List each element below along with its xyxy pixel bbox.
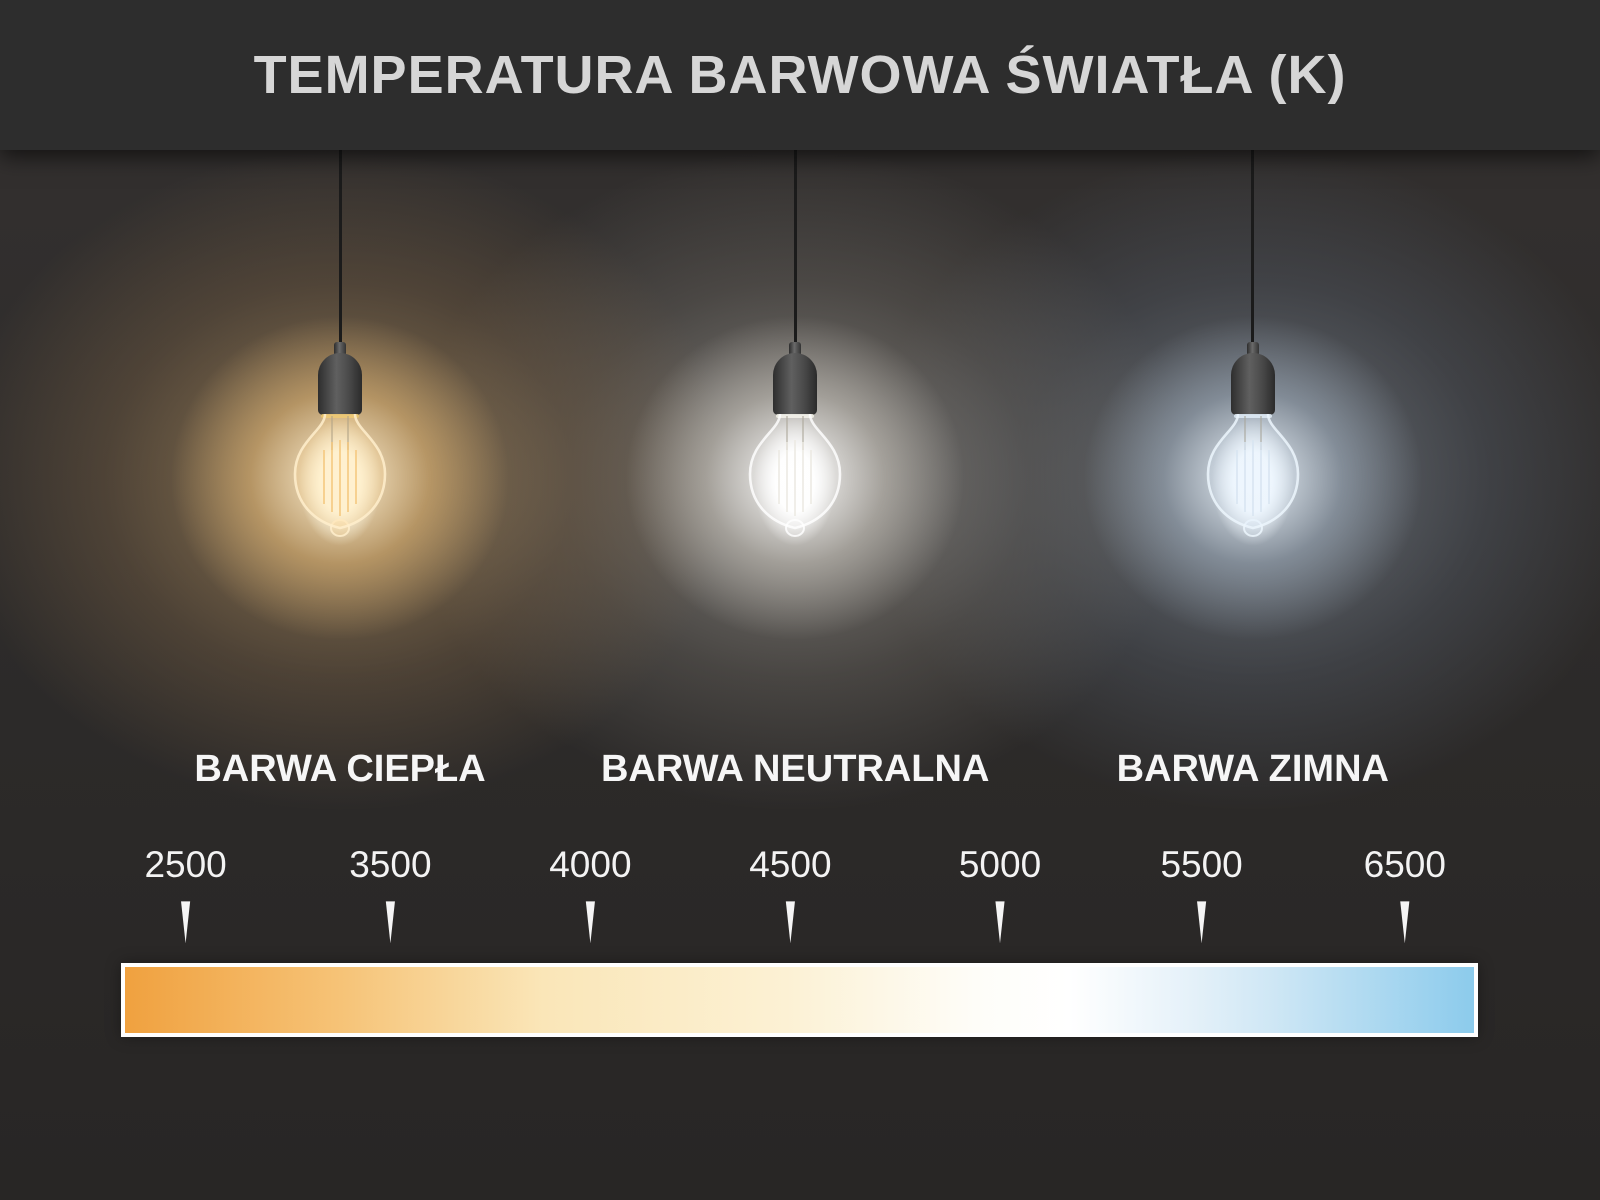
tick-arrow-icon: [585, 901, 595, 944]
tick-value: 2500: [144, 844, 227, 885]
tick-arrow-icon: [1197, 901, 1207, 944]
tick-arrow-icon: [181, 901, 191, 944]
tick-arrow-icon: [385, 901, 395, 944]
cord-connector: [1246, 342, 1259, 356]
lamp-label-neutral: BARWA NEUTRALNA: [600, 748, 990, 790]
scale-tick: 3500: [349, 843, 432, 944]
scale-tick: 4500: [749, 843, 832, 944]
page-title: TEMPERATURA BARWOWA ŚWIATŁA (K): [253, 45, 1347, 105]
lamp-label-warm: BARWA CIEPŁA: [194, 748, 486, 790]
tick-value: 5500: [1160, 844, 1243, 885]
tick-value: 4500: [749, 844, 832, 885]
lamp-socket: [1230, 353, 1275, 418]
tick-arrow-icon: [1400, 901, 1410, 944]
temperature-gradient-bar: [121, 963, 1478, 1037]
lamp-label-cool: BARWA ZIMNA: [1116, 748, 1389, 790]
cord-connector: [789, 342, 802, 356]
scale-tick: 4000: [549, 843, 632, 944]
edison-bulb-icon: [748, 413, 842, 537]
edison-bulb-icon: [293, 413, 387, 537]
cord: [1251, 150, 1255, 354]
tick-arrow-icon: [995, 901, 1005, 944]
tick-arrow-icon: [785, 901, 795, 944]
scale-tick: 5000: [958, 843, 1042, 944]
lamp-socket: [773, 353, 818, 418]
header: TEMPERATURA BARWOWA ŚWIATŁA (K): [0, 0, 1600, 150]
cord: [338, 150, 342, 354]
tick-value: 4000: [549, 844, 632, 885]
temperature-gradient-fill: [125, 967, 1474, 1033]
tick-value: 6500: [1363, 844, 1446, 885]
lamp-socket: [318, 353, 362, 418]
scale-tick: 5500: [1160, 843, 1243, 944]
scale-tick: 6500: [1363, 843, 1446, 944]
tick-value: 5000: [958, 844, 1042, 885]
tick-value: 3500: [349, 844, 432, 885]
cord: [793, 150, 797, 354]
cord-connector: [334, 342, 346, 356]
edison-bulb-icon: [1206, 413, 1300, 537]
scale-tick: 2500: [144, 843, 227, 944]
